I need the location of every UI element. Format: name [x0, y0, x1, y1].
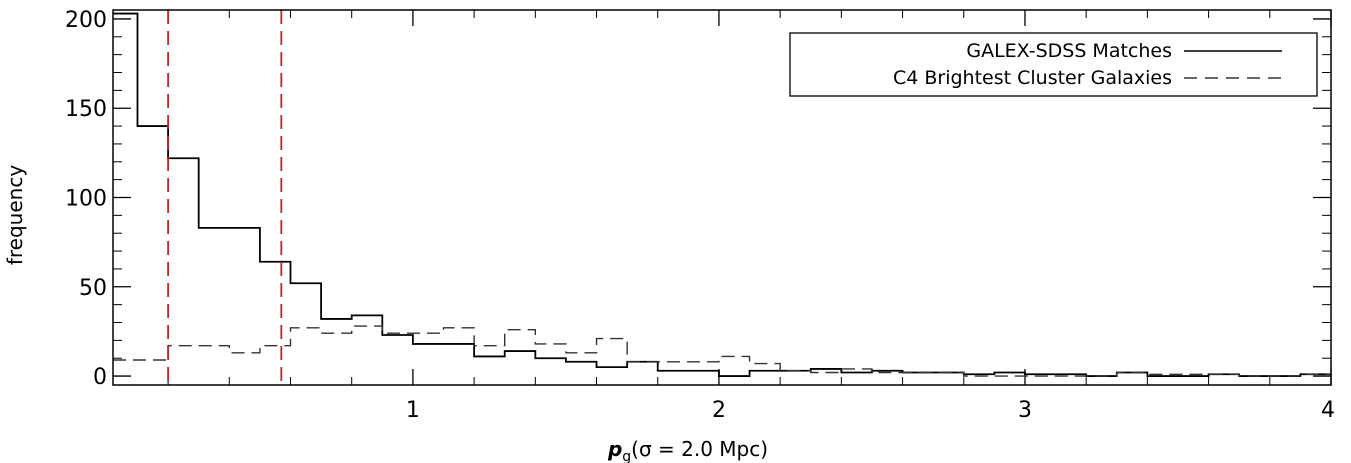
x-tick-label: 2: [712, 398, 726, 423]
series-layer: [113, 12, 1331, 377]
x-axis-label-subscript: g: [622, 449, 631, 463]
legend-label-matches: GALEX-SDSS Matches: [966, 40, 1172, 62]
x-tick-label: 4: [1321, 398, 1335, 423]
y-tick-label: 100: [65, 187, 107, 212]
vertical-lines-layer: [167, 10, 283, 385]
y-axis-label: frequency: [3, 165, 27, 265]
series-c4-bcg: [113, 325, 1331, 377]
plot-frame: [112, 9, 1332, 386]
y-tick-label: 0: [93, 365, 107, 390]
minor-ticks: [113, 10, 1331, 385]
x-axis-label: pg(σ = 2.0 Mpc): [607, 437, 768, 463]
x-axis-label-main: p: [607, 437, 622, 461]
y-tick-label: 50: [79, 276, 107, 301]
tick-labels: 1 2 3 4 0 50 100 150 200: [65, 8, 1335, 423]
x-tick-label: 3: [1018, 398, 1032, 423]
legend-label-bcg: C4 Brightest Cluster Galaxies: [893, 67, 1172, 89]
y-tick-label: 150: [65, 97, 107, 122]
x-tick-label: 1: [406, 398, 420, 423]
legend: GALEX-SDSS Matches C4 Brightest Cluster …: [789, 32, 1318, 97]
legend-box: [789, 32, 1318, 97]
y-tick-label: 200: [65, 8, 107, 33]
x-axis-label-rest: (σ = 2.0 Mpc): [631, 437, 768, 461]
